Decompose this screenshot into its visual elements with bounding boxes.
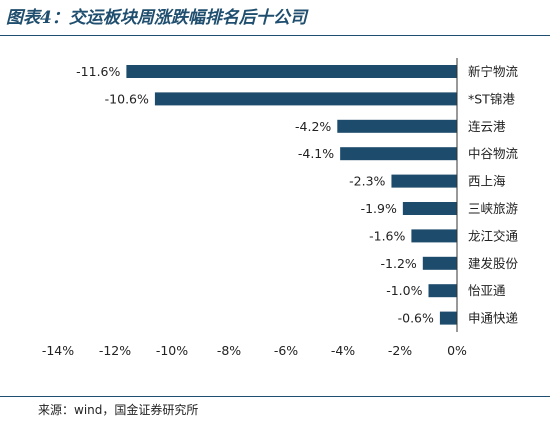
title-divider	[0, 35, 550, 36]
value-label-6: -1.9%	[361, 201, 397, 216]
category-label-9: 怡亚通	[468, 283, 506, 298]
value-label-9: -1.0%	[386, 283, 422, 298]
value-label-10: -0.6%	[398, 311, 434, 326]
x-tick-labels-group: -14% -12% -10% -8% -6% -4% -2% 0%	[42, 343, 467, 358]
bar-10	[439, 311, 457, 325]
value-label-2: -10.6%	[105, 91, 149, 106]
category-label-2: *ST锦港	[468, 91, 515, 106]
category-label-7: 龙江交通	[468, 228, 519, 243]
value-label-8: -1.2%	[381, 256, 417, 271]
bar-3	[337, 119, 457, 133]
value-label-7: -1.6%	[369, 228, 405, 243]
value-label-1: -11.6%	[76, 64, 120, 79]
x-tick-label-3: -10%	[156, 343, 188, 358]
value-label-5: -2.3%	[349, 174, 385, 189]
x-tick-label-6: -4%	[331, 343, 355, 358]
bar-1	[126, 65, 458, 78]
value-label-3: -4.2%	[295, 119, 331, 134]
bar-8	[422, 256, 457, 270]
category-label-1: 新宁物流	[468, 64, 519, 79]
bar-6	[402, 202, 457, 215]
x-tick-label-4: -8%	[217, 343, 241, 358]
x-tick-label-8: 0%	[447, 343, 467, 358]
x-tick-label-5: -6%	[274, 343, 298, 358]
source-note: 来源：wind，国金证券研究所	[38, 403, 199, 417]
x-tick-label-2: -12%	[99, 343, 131, 358]
x-tick-label-1: -14%	[42, 343, 74, 358]
category-label-3: 连云港	[468, 119, 506, 134]
bar-7	[411, 229, 457, 243]
bar-2	[154, 92, 457, 106]
value-label-4: -4.1%	[298, 146, 334, 161]
source-divider	[0, 396, 550, 397]
category-label-6: 三峡旅游	[468, 201, 519, 216]
chart-title: 图表4：交运板块周涨跌幅排名后十公司	[6, 8, 307, 28]
category-label-8: 建发股份	[468, 256, 519, 271]
bar-5	[391, 174, 457, 188]
bar-9	[428, 284, 457, 298]
category-label-5: 西上海	[468, 174, 506, 189]
x-tick-label-7: -2%	[388, 343, 412, 358]
category-label-10: 申通快递	[468, 311, 519, 326]
bars-group	[126, 65, 458, 325]
bar-4	[340, 147, 457, 161]
value-labels-group: -11.6% -10.6% -4.2% -4.1% -2.3% -1.9% -1.6% -1.…	[76, 64, 434, 326]
category-label-4: 中谷物流	[468, 146, 519, 161]
